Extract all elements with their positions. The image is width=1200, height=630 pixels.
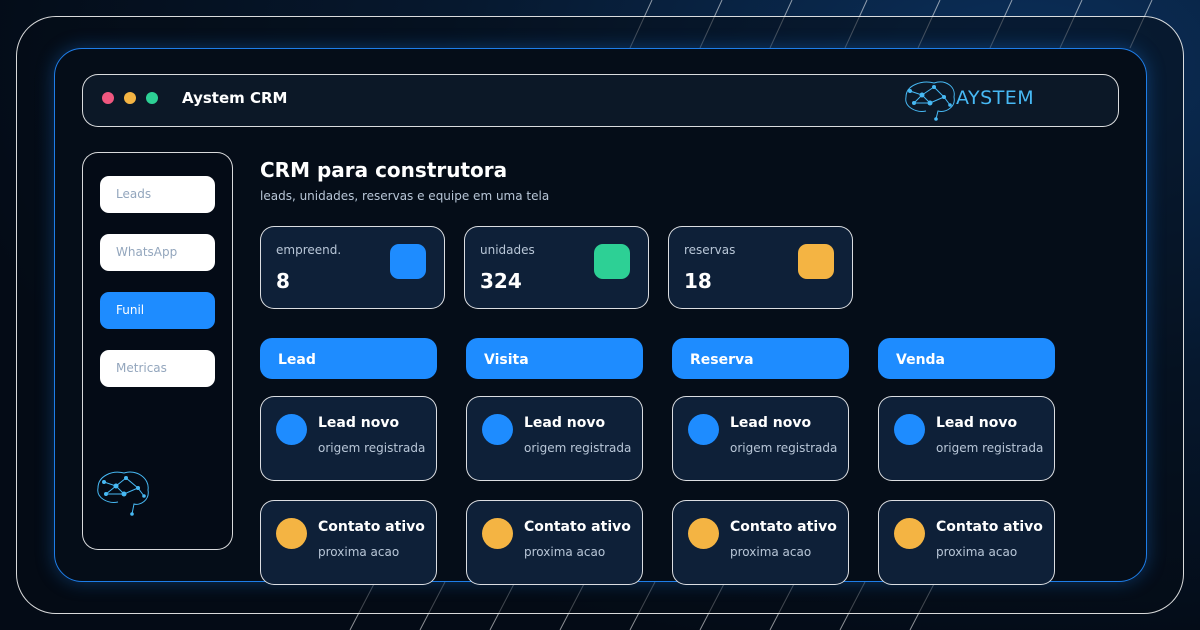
- card-title: Lead novo: [524, 415, 606, 431]
- pipeline-column-visita[interactable]: Visita: [466, 338, 643, 379]
- page-title: CRM para construtora: [260, 158, 508, 182]
- stat-color-chip: [594, 244, 630, 279]
- sidebar-item-leads[interactable]: Leads: [100, 176, 215, 213]
- pipeline-card[interactable]: Lead novo origem registrada: [672, 396, 849, 481]
- stat-color-chip: [798, 244, 834, 279]
- pipeline-column-lead[interactable]: Lead: [260, 338, 437, 379]
- card-subtitle: proxima acao: [936, 545, 1018, 559]
- card-status-dot: [688, 518, 719, 549]
- brain-network-icon: [905, 81, 955, 121]
- card-title: Lead novo: [936, 415, 1018, 431]
- card-status-dot: [276, 518, 307, 549]
- stat-card-reservas: reservas 18: [668, 226, 853, 309]
- stat-card-empreend: empreend. 8: [260, 226, 445, 309]
- stat-label: unidades: [480, 243, 535, 257]
- sidebar-item-whatsapp[interactable]: WhatsApp: [100, 234, 215, 271]
- pipeline-card[interactable]: Contato ativo proxima acao: [672, 500, 849, 585]
- pipeline-card[interactable]: Lead novo origem registrada: [878, 396, 1055, 481]
- pipeline-card[interactable]: Lead novo origem registrada: [260, 396, 437, 481]
- card-subtitle: origem registrada: [936, 441, 1044, 455]
- card-title: Contato ativo: [318, 519, 425, 535]
- pipeline-card[interactable]: Contato ativo proxima acao: [466, 500, 643, 585]
- sidebar-item-label: WhatsApp: [116, 245, 178, 259]
- column-title: Reserva: [690, 352, 754, 368]
- stat-value: 324: [480, 269, 522, 293]
- sidebar-item-label: Funil: [116, 303, 145, 317]
- stat-color-chip: [390, 244, 426, 279]
- app-window: [54, 48, 1147, 582]
- column-title: Visita: [484, 352, 529, 368]
- column-title: Lead: [278, 352, 316, 368]
- sidebar-item-funil[interactable]: Funil: [100, 292, 215, 329]
- stat-value: 8: [276, 269, 290, 293]
- brain-network-icon: [97, 471, 149, 516]
- window-minimize-dot[interactable]: [124, 92, 136, 104]
- pipeline-column-venda[interactable]: Venda: [878, 338, 1055, 379]
- card-title: Lead novo: [730, 415, 812, 431]
- window-close-dot[interactable]: [102, 92, 114, 104]
- pipeline-card[interactable]: Contato ativo proxima acao: [878, 500, 1055, 585]
- card-title: Contato ativo: [730, 519, 837, 535]
- card-subtitle: proxima acao: [730, 545, 812, 559]
- card-status-dot: [894, 414, 925, 445]
- stat-label: empreend.: [276, 243, 342, 257]
- card-status-dot: [894, 518, 925, 549]
- card-status-dot: [482, 518, 513, 549]
- card-status-dot: [482, 414, 513, 445]
- card-subtitle: origem registrada: [730, 441, 838, 455]
- column-title: Venda: [896, 352, 945, 368]
- pipeline-column-reserva[interactable]: Reserva: [672, 338, 849, 379]
- window-maximize-dot[interactable]: [146, 92, 158, 104]
- pipeline-card[interactable]: Lead novo origem registrada: [466, 396, 643, 481]
- card-title: Contato ativo: [524, 519, 631, 535]
- brand-name: AYSTEM: [956, 87, 1035, 109]
- stat-value: 18: [684, 269, 712, 293]
- stat-label: reservas: [684, 243, 736, 257]
- app-title: Aystem CRM: [182, 89, 288, 107]
- card-subtitle: origem registrada: [524, 441, 632, 455]
- card-status-dot: [688, 414, 719, 445]
- pipeline-card[interactable]: Contato ativo proxima acao: [260, 500, 437, 585]
- card-status-dot: [276, 414, 307, 445]
- sidebar-item-label: Leads: [116, 187, 152, 201]
- card-subtitle: proxima acao: [524, 545, 606, 559]
- page-subtitle: leads, unidades, reservas e equipe em um…: [260, 189, 550, 203]
- sidebar-item-metricas[interactable]: Metricas: [100, 350, 215, 387]
- card-subtitle: proxima acao: [318, 545, 400, 559]
- stat-card-unidades: unidades 324: [464, 226, 649, 309]
- card-title: Contato ativo: [936, 519, 1043, 535]
- card-title: Lead novo: [318, 415, 400, 431]
- card-subtitle: origem registrada: [318, 441, 426, 455]
- sidebar-item-label: Metricas: [116, 361, 167, 375]
